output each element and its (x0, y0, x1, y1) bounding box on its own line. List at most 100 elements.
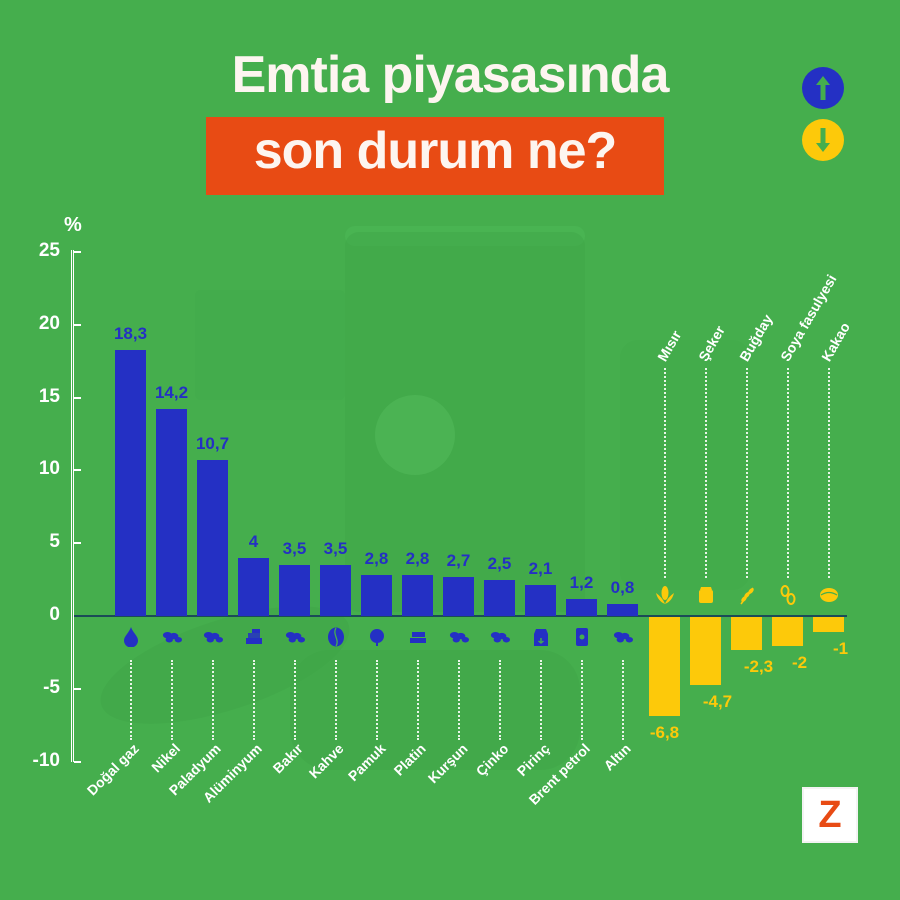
y-tick-label: -10 (32, 749, 60, 771)
category-label: Doğal gaz (84, 740, 143, 799)
y-tick (74, 396, 81, 399)
y-tick (74, 760, 81, 763)
bar-value-label: 2,7 (446, 550, 471, 570)
y-tick (74, 687, 81, 690)
oil-barrel-icon (572, 627, 592, 647)
leader-line (580, 660, 583, 740)
y-axis-unit: % (64, 214, 82, 236)
bar-altın (607, 604, 638, 616)
y-tick-label: 15 (38, 385, 60, 407)
metal-ore-icon (285, 627, 305, 647)
bg-pipes (195, 290, 345, 400)
bar-soya-fasulyesi (772, 617, 803, 647)
bar-value-label: 0,8 (610, 578, 635, 598)
title-highlight-box (206, 117, 664, 195)
bar-value-label: -1 (832, 638, 849, 658)
metal-ore-icon (490, 627, 510, 647)
bar-doğal-gaz (115, 349, 146, 616)
category-label: Bakır (270, 740, 307, 777)
cotton-icon (367, 627, 387, 647)
bar-mısır (649, 617, 680, 716)
bar-value-label: -2,3 (743, 657, 774, 677)
title-line-1: Emtia piyasasında (231, 46, 670, 104)
bar-kakao (813, 617, 844, 632)
zero-baseline (74, 615, 847, 617)
bar-value-label: 2,1 (528, 559, 553, 579)
bar-value-label: 14,2 (154, 383, 189, 403)
bar-value-label: 2,8 (405, 549, 430, 569)
y-tick-label: 5 (49, 531, 60, 553)
leader-line (663, 368, 666, 578)
category-label: Buğday (735, 311, 776, 364)
bar-çinko (484, 579, 515, 616)
arrow-up-icon (816, 76, 830, 100)
y-tick-label: 25 (38, 240, 60, 261)
y-tick (74, 469, 81, 472)
bar-alüminyum (238, 557, 269, 616)
y-tick-label: 10 (38, 458, 60, 480)
y-tick-label: -5 (43, 676, 60, 698)
leader-line (786, 368, 789, 578)
bar-value-label: 2,8 (364, 549, 389, 569)
metal-ore-icon (162, 627, 182, 647)
bar-kahve (320, 565, 351, 616)
metal-bars-icon (244, 627, 264, 647)
bar-şeker (690, 617, 721, 686)
bar-value-label: 18,3 (113, 323, 148, 343)
leader-line (457, 660, 460, 740)
leader-line (129, 660, 132, 740)
bar-value-label: -2 (791, 653, 808, 673)
category-label: Altın (600, 740, 635, 774)
metal-ore-icon (449, 627, 469, 647)
leader-line (621, 660, 624, 740)
brand-logo: Z (802, 787, 858, 843)
y-tick-label: 0 (49, 604, 60, 625)
metal-ore-icon (613, 627, 633, 647)
leader-line (293, 660, 296, 740)
arrow-down-icon (816, 128, 830, 152)
bg-oil-drop (375, 395, 455, 475)
gas-drop-icon (121, 627, 141, 647)
bar-brent-petrol (566, 598, 597, 616)
legend-up (802, 67, 844, 109)
leader-line (375, 660, 378, 740)
leader-line (334, 660, 337, 740)
bar-pirinç (525, 585, 556, 616)
coffee-bean-icon (326, 627, 346, 647)
leader-line (416, 660, 419, 740)
bar-value-label: 4 (248, 531, 259, 551)
leader-line (539, 660, 542, 740)
bar-value-label: 1,2 (569, 572, 594, 592)
sugar-sack-icon (696, 585, 716, 605)
bg-beans (290, 650, 580, 770)
category-label: Kakao (817, 319, 853, 364)
bar-buğday (731, 617, 762, 651)
wheat-icon (737, 585, 757, 605)
bar-paladyum (197, 460, 228, 616)
bar-value-label: 2,5 (487, 553, 512, 573)
bar-bakır (279, 565, 310, 616)
bar-pamuk (361, 575, 392, 616)
category-label: Nikel (148, 740, 184, 776)
cocoa-icon (819, 585, 839, 605)
bar-nikel (156, 409, 187, 616)
bar-kurşun (443, 576, 474, 616)
y-tick-label: 20 (38, 312, 60, 334)
leader-line (704, 368, 707, 578)
legend-down (802, 119, 844, 161)
y-tick (74, 323, 81, 326)
y-tick (74, 542, 81, 545)
soybean-icon (778, 585, 798, 605)
bar-value-label: -6,8 (649, 723, 680, 742)
corn-icon (655, 585, 675, 605)
bar-value-label: -4,7 (702, 692, 733, 712)
bar-platin (402, 575, 433, 616)
leader-line (211, 660, 214, 740)
leader-line (170, 660, 173, 740)
leader-line (827, 368, 830, 578)
y-tick (74, 251, 81, 253)
leader-line (745, 368, 748, 578)
leader-line (252, 660, 255, 740)
title-line-2: son durum ne? (253, 122, 618, 180)
bg-jar (620, 340, 750, 590)
